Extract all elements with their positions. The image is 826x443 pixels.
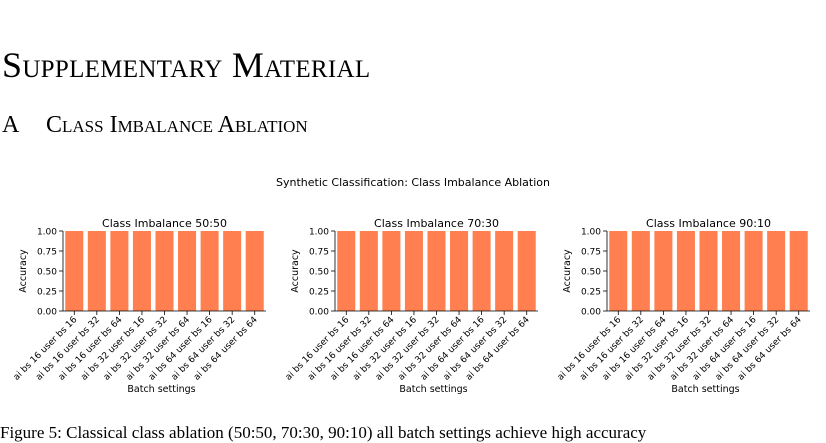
bar <box>517 231 536 311</box>
bar <box>789 231 808 311</box>
bar <box>631 231 650 311</box>
y-tick-label: 0.00 <box>309 308 329 318</box>
bar <box>245 231 264 311</box>
y-tick-label: 0.00 <box>37 308 57 318</box>
bar <box>609 231 628 311</box>
x-axis-label: Batch settings <box>671 384 739 395</box>
bar <box>699 231 718 311</box>
bar <box>132 231 151 311</box>
bar <box>178 231 197 311</box>
y-tick-label: 0.50 <box>581 268 601 278</box>
bar <box>450 231 469 311</box>
y-tick-label: 0.00 <box>581 308 601 318</box>
chart-title: Class Imbalance 90:10 <box>646 217 771 230</box>
bar <box>495 231 514 311</box>
y-tick-label: 1.00 <box>37 228 57 238</box>
y-axis-label: Accuracy <box>562 249 573 293</box>
y-tick-label: 0.25 <box>37 288 57 298</box>
bar <box>676 231 695 311</box>
bar <box>767 231 786 311</box>
chart-panel-3: Class Imbalance 90:10 0.00 0.25 0.50 0.75 1.0… <box>556 217 810 395</box>
y-tick-label: 1.00 <box>309 228 329 238</box>
bar <box>337 231 356 311</box>
x-axis-label: Batch settings <box>127 384 195 395</box>
bar <box>200 231 219 311</box>
figure: Synthetic Classification: Class Imbalanc… <box>12 176 810 395</box>
subsection-heading: A Class Imbalance Ablation <box>2 112 308 139</box>
figure-caption: Figure 5: Classical class ablation (50:5… <box>0 423 647 442</box>
section-heading: Supplementary Material <box>2 45 371 85</box>
bar <box>110 231 129 311</box>
y-tick-label: 0.25 <box>581 288 601 298</box>
bar <box>427 231 446 311</box>
bar <box>744 231 763 311</box>
y-tick-label: 1.00 <box>581 228 601 238</box>
y-axis-label: Accuracy <box>290 249 301 293</box>
chart-title: Class Imbalance 50:50 <box>102 217 227 230</box>
x-axis-label: Batch settings <box>399 384 467 395</box>
y-axis-label: Accuracy <box>18 249 29 293</box>
y-tick-label: 0.50 <box>37 268 57 278</box>
bar <box>722 231 741 311</box>
bar <box>359 231 378 311</box>
y-tick-label: 0.75 <box>581 248 601 258</box>
bar <box>155 231 174 311</box>
y-tick-label: 0.50 <box>309 268 329 278</box>
y-tick-label: 0.75 <box>37 248 57 258</box>
chart-title: Class Imbalance 70:30 <box>374 217 499 230</box>
chart-panel-2: Class Imbalance 70:30 0.00 0.25 0.50 0.75 1.0… <box>284 217 538 395</box>
y-tick-label: 0.75 <box>309 248 329 258</box>
subsection-title: Class Imbalance Ablation <box>46 112 308 138</box>
bar <box>65 231 84 311</box>
bar <box>87 231 106 311</box>
figure-suptitle: Synthetic Classification: Class Imbalanc… <box>276 176 550 189</box>
bar <box>382 231 401 311</box>
subsection-number: A <box>2 112 20 138</box>
y-tick-label: 0.25 <box>309 288 329 298</box>
bar <box>223 231 242 311</box>
bar <box>404 231 423 311</box>
bar <box>654 231 673 311</box>
bar <box>472 231 491 311</box>
chart-panel-1: Class Imbalance 50:50 0.00 0.25 0.50 0.75 1.0… <box>12 217 266 395</box>
